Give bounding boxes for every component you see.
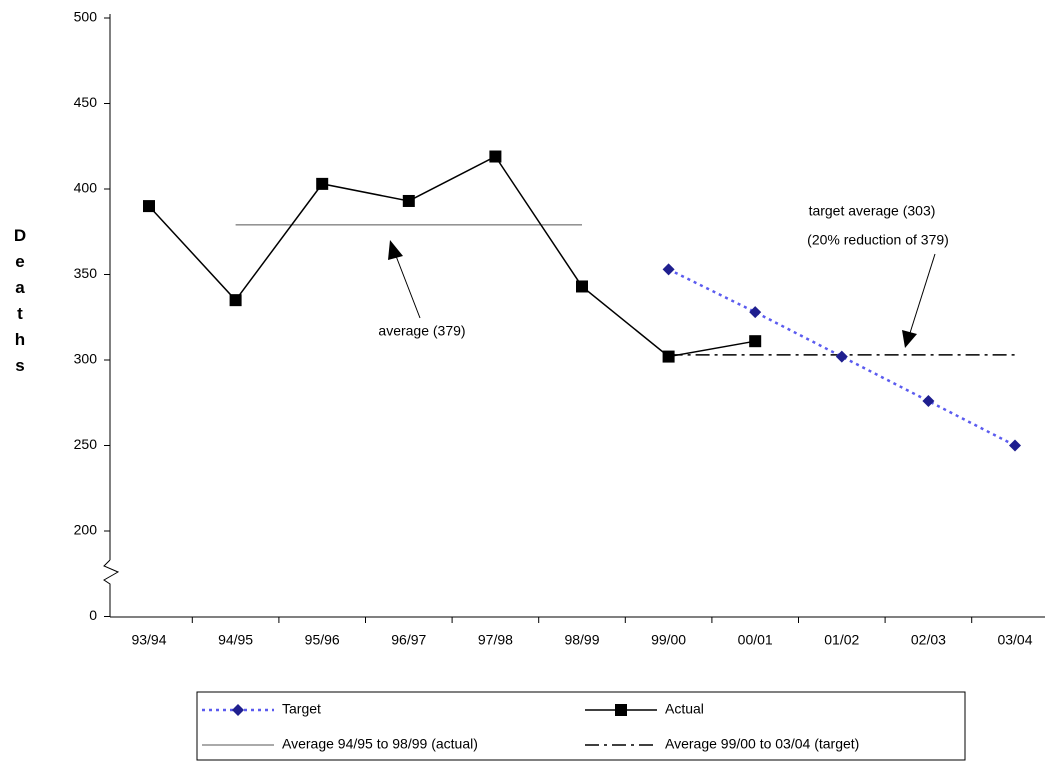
annotation: average (379) [378, 323, 465, 339]
data-point [1009, 439, 1021, 452]
y-tick-label: 250 [74, 436, 98, 452]
data-point [835, 350, 848, 363]
data-point [749, 335, 762, 348]
y-tick-label: 0 [89, 607, 97, 623]
legend-label: Average 99/00 to 03/04 (target) [665, 736, 859, 752]
arrow [909, 253, 936, 334]
x-tick-label: 02/03 [911, 632, 946, 648]
x-tick-label: 99/00 [651, 632, 686, 648]
x-tick-label: 94/95 [218, 632, 253, 648]
x-tick-label: 98/99 [564, 632, 599, 648]
legend-label: Target [282, 701, 321, 717]
annotation: (20% reduction of 379) [807, 232, 949, 248]
axis-break [103, 559, 120, 617]
legend-label: Actual [665, 701, 704, 717]
y-tick-label: 400 [74, 180, 98, 196]
y-tick-label: 500 [74, 9, 98, 25]
data-point [229, 294, 242, 307]
data-point [576, 280, 588, 293]
data-point [662, 263, 675, 276]
x-tick-label: 95/96 [305, 632, 340, 648]
data-point [922, 395, 935, 408]
arrow-head [902, 330, 917, 348]
x-tick-label: 03/04 [997, 632, 1032, 648]
y-tick-label: 200 [74, 522, 98, 538]
legend [196, 691, 966, 761]
x-tick-label: 93/94 [131, 632, 166, 648]
data-point [662, 350, 675, 363]
y-axis-label: Deaths [11, 226, 30, 382]
y-tick-label: 450 [74, 94, 98, 110]
arrow-head [388, 240, 403, 260]
legend-label: Average 94/95 to 98/99 (actual) [282, 736, 478, 752]
arrow [395, 255, 421, 319]
x-tick-label: 01/02 [824, 632, 859, 648]
data-point [749, 306, 762, 319]
series-line [668, 268, 1016, 447]
series-line [148, 155, 756, 358]
legend-marker [232, 704, 244, 716]
annotation: target average (303) [809, 203, 936, 219]
x-tick-label: 96/97 [391, 632, 426, 648]
data-point [402, 194, 415, 207]
legend-marker [615, 704, 627, 716]
data-point [143, 200, 155, 213]
y-tick-label: 300 [74, 351, 98, 367]
y-tick-label: 350 [74, 265, 98, 281]
data-point [316, 177, 329, 190]
data-point [489, 150, 502, 163]
x-tick-label: 97/98 [478, 632, 513, 648]
x-tick-label: 00/01 [738, 632, 773, 648]
